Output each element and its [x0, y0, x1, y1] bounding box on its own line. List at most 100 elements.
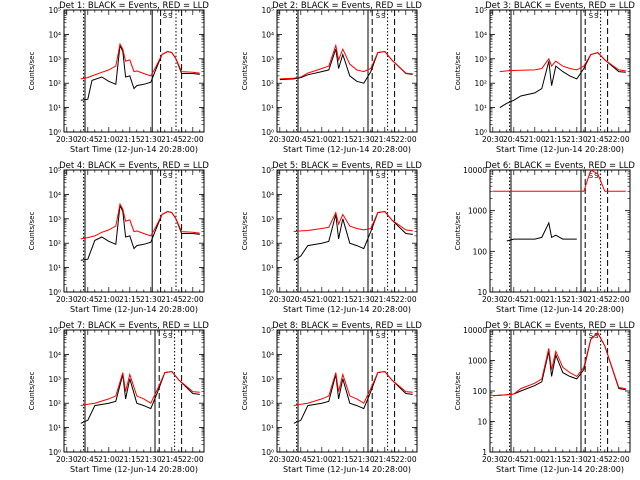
x-tick-label: 20:30: [482, 135, 504, 144]
marker-label: S: [381, 12, 386, 20]
plot-frame: [489, 9, 631, 133]
x-tick-label: 22:00: [608, 135, 630, 144]
x-axis-label: Start Time (12-Jun-14 20:28:00): [283, 145, 411, 154]
marker-label: S: [163, 332, 168, 340]
x-tick-label: 20:45: [503, 135, 525, 144]
marker-label: S: [163, 172, 168, 180]
y-tick-label: 10¹: [261, 104, 274, 113]
panel-det-4: Det 4: BLACK = Events, RED = LLD 10⁰ 10¹ 10…: [28, 161, 209, 314]
marker-label: S: [168, 332, 173, 340]
x-tick-label: 21:30: [353, 295, 375, 304]
x-tick-label: 21:30: [140, 455, 162, 464]
marker-label: S: [594, 12, 599, 20]
y-tick-label: 10⁵: [48, 6, 61, 15]
y-tick-label: 100: [473, 247, 488, 256]
panel-title: Det 4: BLACK = Events, RED = LLD: [59, 161, 209, 171]
y-tick-label: 1000: [468, 357, 487, 366]
x-tick-label: 22:00: [182, 135, 204, 144]
y-tick-label: 10⁴: [48, 30, 61, 39]
y-tick-label: 10⁰: [48, 128, 61, 137]
series-events-line: [492, 332, 626, 397]
y-tick-label: 10³: [48, 55, 61, 64]
marker-label: S: [168, 172, 173, 180]
y-axis-label: Counts/sec: [28, 372, 36, 411]
x-tick-label: 21:30: [566, 295, 588, 304]
y-axis-label: Counts/sec: [28, 52, 36, 91]
x-tick-label: 20:30: [269, 295, 291, 304]
y-tick-label: 10⁵: [261, 166, 274, 175]
x-tick-label: 21:00: [524, 455, 546, 464]
y-tick-label: 10²: [261, 239, 274, 248]
x-tick-label: 22:00: [608, 295, 630, 304]
x-tick-label: 21:45: [587, 135, 609, 144]
x-tick-label: 20:45: [77, 135, 99, 144]
x-tick-label: 21:45: [587, 455, 609, 464]
x-tick-label: 20:30: [56, 135, 78, 144]
y-tick-label: 10: [477, 288, 487, 297]
y-tick-label: 10⁰: [48, 448, 61, 457]
y-tick-label: 10²: [48, 399, 61, 408]
marker-label: S: [376, 12, 381, 20]
y-tick-label: 10⁵: [261, 6, 274, 15]
y-tick-label: 10⁴: [48, 190, 61, 199]
x-tick-label: 22:00: [608, 455, 630, 464]
panel-det-1: Det 1: BLACK = Events, RED = LLD 10⁰ 10¹ 10…: [28, 1, 209, 154]
y-tick-label: 10000: [463, 326, 487, 335]
x-axis-label: Start Time (12-Jun-14 20:28:00): [496, 305, 624, 314]
x-tick-label: 20:30: [56, 455, 78, 464]
y-axis-label: Counts/sec: [454, 52, 462, 91]
y-axis-label: Counts/sec: [241, 212, 249, 251]
panel-det-2: Det 2: BLACK = Events, RED = LLD 10⁰ 10¹ 10…: [241, 1, 422, 154]
x-tick-label: 21:30: [140, 295, 162, 304]
y-tick-label: 10⁰: [474, 128, 487, 137]
plot-frame: [63, 329, 205, 453]
y-tick-label: 10⁴: [261, 30, 274, 39]
x-axis-label: Start Time (12-Jun-14 20:28:00): [70, 465, 198, 474]
y-tick-label: 1: [482, 448, 487, 457]
marker-label: S: [594, 172, 599, 180]
y-tick-label: 10³: [48, 215, 61, 224]
x-tick-label: 21:15: [119, 295, 141, 304]
x-tick-label: 21:30: [353, 455, 375, 464]
panel-title: Det 1: BLACK = Events, RED = LLD: [59, 1, 209, 11]
series-events-line: [279, 48, 413, 84]
y-tick-label: 10³: [261, 55, 274, 64]
x-tick-label: 21:30: [566, 135, 588, 144]
x-tick-label: 22:00: [395, 135, 417, 144]
panel-det-9: Det 9: BLACK = Events, RED = LLD 1 10 100 10…: [454, 321, 635, 474]
series-lld-line: [80, 202, 200, 240]
y-tick-label: 10000: [463, 166, 487, 175]
series-lld-line: [293, 210, 413, 233]
marker-label: S: [381, 332, 386, 340]
x-tick-label: 20:45: [503, 295, 525, 304]
y-tick-label: 10⁰: [261, 448, 274, 457]
x-tick-label: 21:45: [374, 135, 396, 144]
panel-title: Det 9: BLACK = Events, RED = LLD: [485, 321, 635, 331]
y-axis-label: Counts/sec: [241, 372, 249, 411]
y-tick-label: 10¹: [261, 424, 274, 433]
y-tick-label: 10⁵: [48, 326, 61, 335]
series-lld-line: [293, 370, 413, 407]
x-tick-label: 20:45: [503, 455, 525, 464]
panel-title: Det 6: BLACK = Events, RED = LLD: [485, 161, 635, 171]
y-tick-label: 10¹: [474, 104, 487, 113]
series-lld-line: [279, 43, 413, 80]
y-tick-label: 10¹: [48, 264, 61, 273]
x-tick-label: 21:00: [98, 135, 120, 144]
x-tick-label: 20:30: [56, 295, 78, 304]
y-tick-label: 10¹: [261, 264, 274, 273]
x-tick-label: 21:15: [119, 455, 141, 464]
x-axis-label: Start Time (12-Jun-14 20:28:00): [283, 465, 411, 474]
x-tick-label: 21:00: [311, 135, 333, 144]
y-tick-label: 10³: [261, 215, 274, 224]
y-tick-label: 10¹: [48, 104, 61, 113]
x-tick-label: 21:30: [140, 135, 162, 144]
y-axis-label: Counts/sec: [241, 52, 249, 91]
series-lld-line: [492, 169, 626, 192]
marker-label: S: [589, 12, 594, 20]
panel-det-7: Det 7: BLACK = Events, RED = LLD 10⁰ 10¹ 10…: [28, 321, 209, 474]
x-tick-label: 21:45: [161, 455, 183, 464]
x-tick-label: 21:15: [119, 135, 141, 144]
x-axis-label: Start Time (12-Jun-14 20:28:00): [283, 305, 411, 314]
marker-label: S: [163, 12, 168, 20]
